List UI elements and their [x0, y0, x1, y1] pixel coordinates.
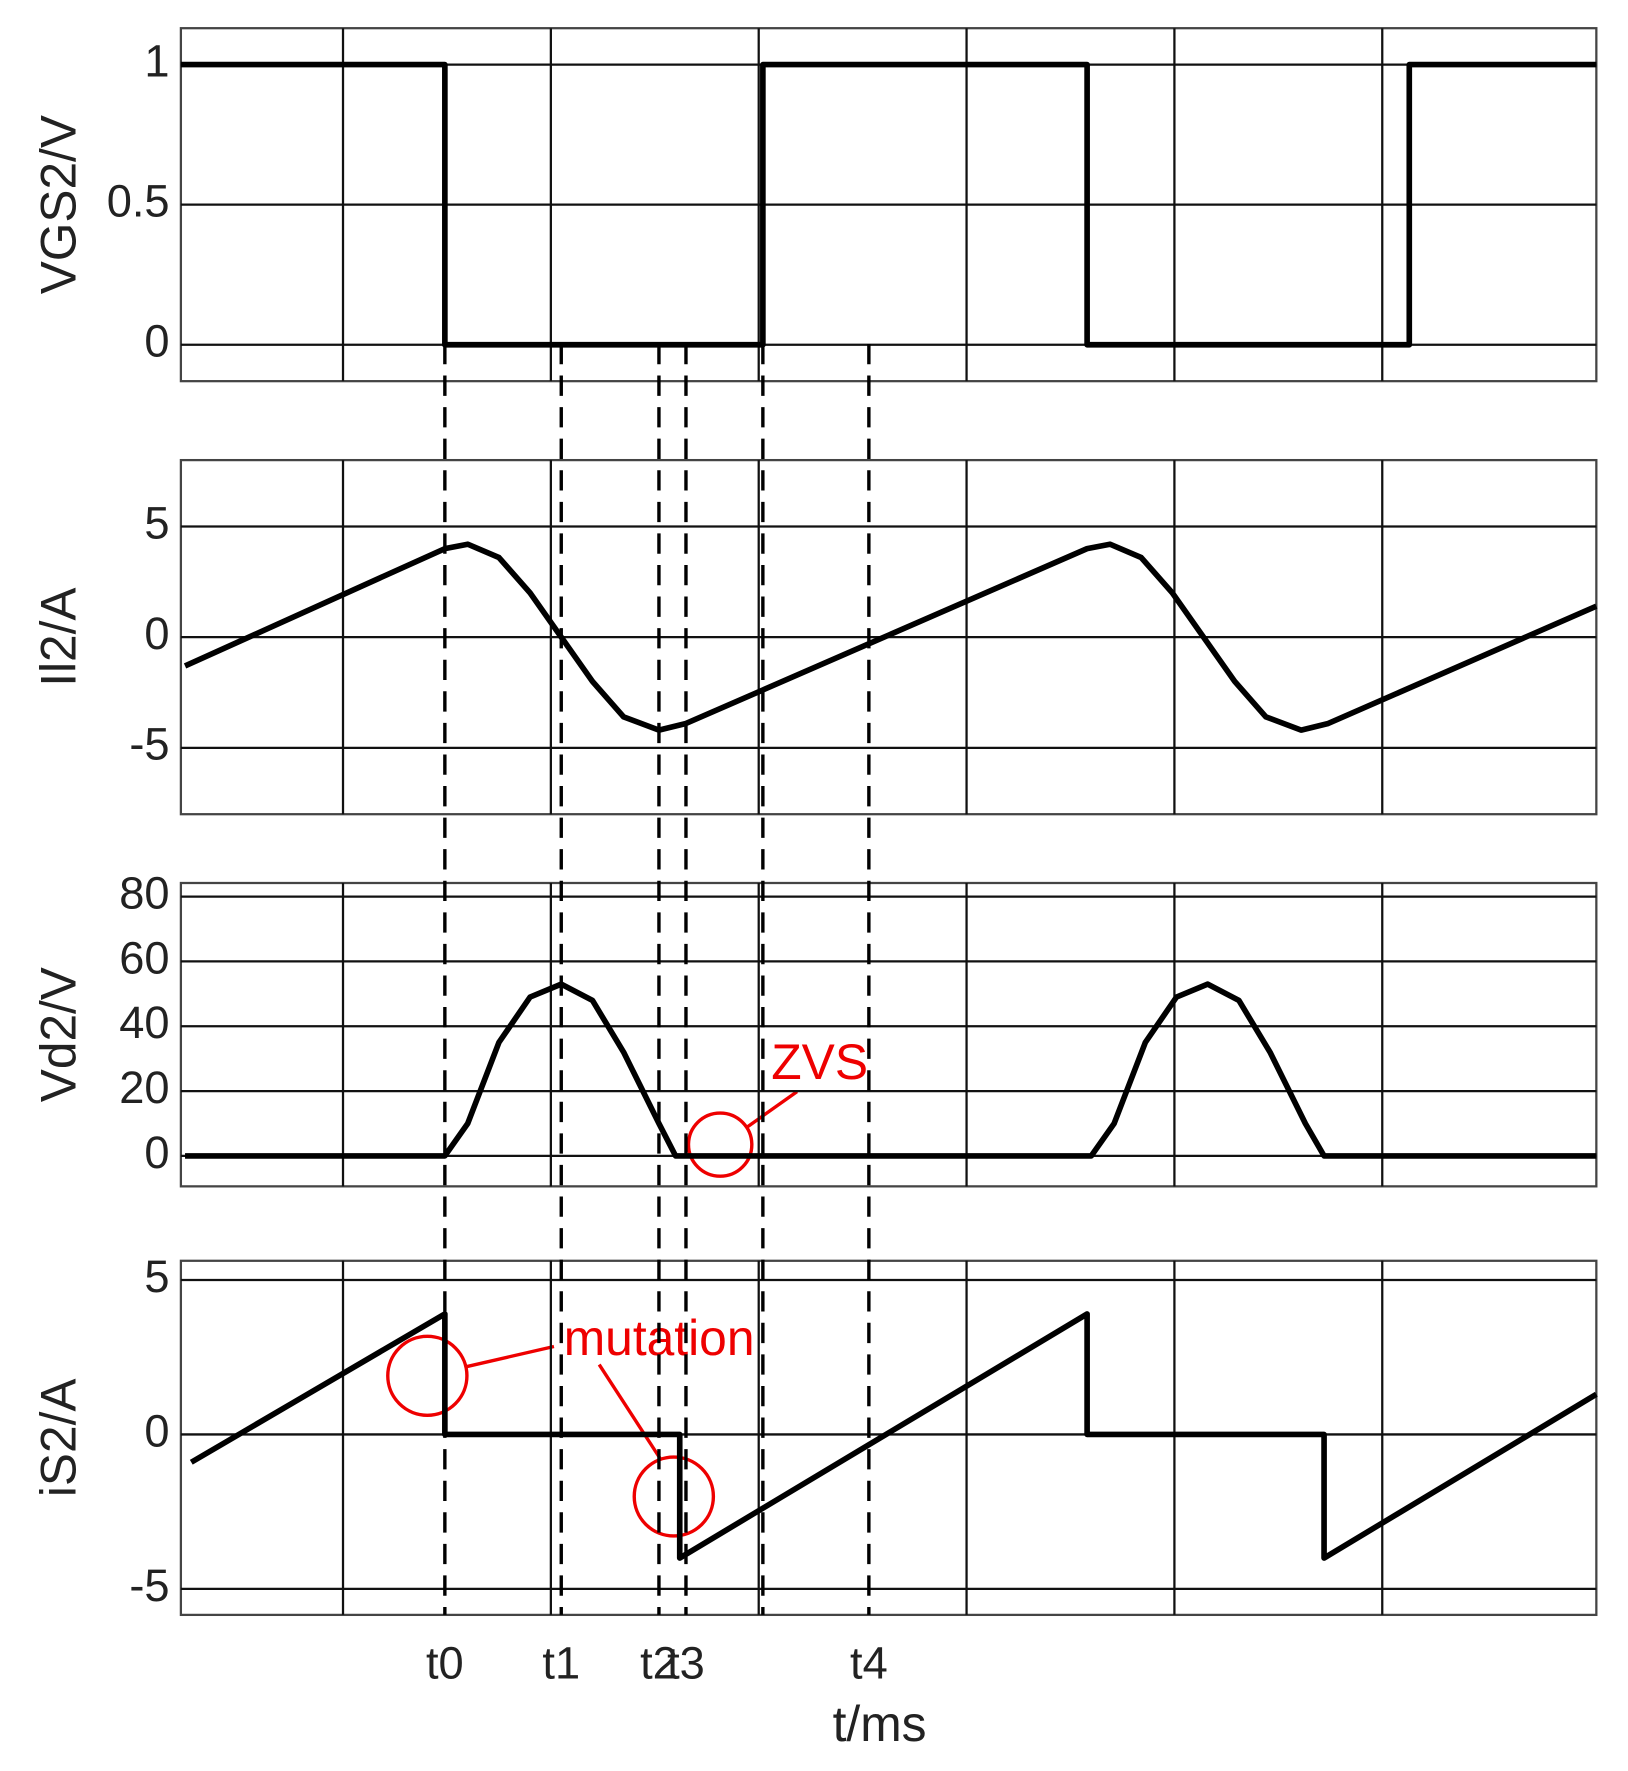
zvs-circle — [686, 1111, 754, 1178]
series-line — [189, 1311, 1598, 1561]
series-line — [180, 61, 1597, 348]
mutation-pointer — [597, 1363, 663, 1462]
y-tick-label: 60 — [119, 932, 169, 983]
y-tick-label: -5 — [129, 719, 169, 770]
zvs-pointer — [745, 1090, 799, 1130]
y-tick-label: 5 — [144, 1251, 169, 1302]
y-axis-label: iS2/A — [30, 1378, 86, 1497]
plot-frame — [179, 1259, 1598, 1617]
y-axis-label: VGS2/V — [30, 115, 86, 294]
y-axis-label: Il2/A — [30, 587, 86, 687]
y-tick-label: 0.5 — [107, 176, 170, 227]
x-tick-label: t2 — [640, 1638, 678, 1689]
x-tick-label: t0 — [426, 1638, 464, 1689]
mutation-circle — [632, 1455, 716, 1538]
y-tick-label: 0 — [144, 1405, 169, 1456]
x-axis-label: t/ms — [833, 1696, 927, 1752]
y-tick-label: 5 — [144, 497, 169, 548]
y-tick-label: 20 — [119, 1062, 169, 1113]
y-tick-label: 0 — [144, 1127, 169, 1178]
y-axis-label: Vd2/V — [30, 967, 86, 1102]
mutation-pointer — [465, 1344, 555, 1369]
y-tick-label: 40 — [119, 997, 169, 1048]
annotation-shapes — [386, 1090, 799, 1538]
series-line — [185, 981, 1597, 1159]
y-tick-label: 80 — [119, 868, 169, 919]
series-line — [183, 541, 1598, 733]
x-tick-label: t3 — [667, 1638, 705, 1689]
annotation: ZVS — [771, 1034, 868, 1090]
x-tick-label: t1 — [542, 1638, 580, 1689]
x-tick-label: t4 — [850, 1638, 888, 1689]
y-tick-label: 0 — [144, 608, 169, 659]
y-tick-label: -5 — [129, 1560, 169, 1611]
y-tick-label: 0 — [144, 316, 169, 367]
plot-frame — [179, 881, 1598, 1188]
y-tick-label: 1 — [144, 36, 169, 87]
mutation-circle — [386, 1334, 469, 1417]
